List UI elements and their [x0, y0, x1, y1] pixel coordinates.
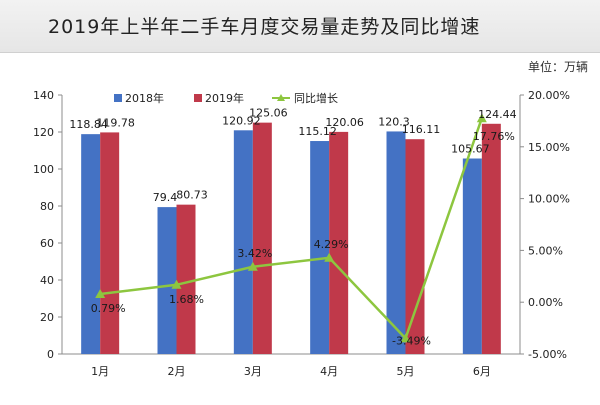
y-tick-label: 120 [33, 126, 54, 139]
y-tick-label: 0 [47, 348, 54, 361]
bar-label-2019: 119.78 [96, 116, 135, 129]
y2-tick-label: 5.00% [528, 244, 563, 257]
bar-2019 [100, 132, 120, 354]
growth-polyline [100, 117, 484, 341]
growth-label: 1.68% [169, 293, 204, 306]
bar-2019 [176, 204, 196, 354]
x-tick-label: 2月 [168, 365, 186, 378]
chart-title: 2019年上半年二手车月度交易量走势及同比增速 [48, 16, 481, 38]
legend-swatch [194, 94, 202, 102]
growth-label: -3.49% [392, 334, 431, 347]
legend-label: 同比增长 [294, 91, 338, 105]
bar-2018 [81, 134, 101, 354]
bar-2018 [386, 131, 406, 354]
y-tick-label: 60 [40, 237, 54, 250]
bars [81, 122, 501, 354]
legend-label: 2019年 [205, 91, 244, 105]
x-tick-label: 1月 [91, 365, 109, 378]
growth-point [324, 252, 335, 262]
x-tick-label: 4月 [320, 365, 338, 378]
bar-2019 [252, 122, 272, 354]
growth-point [171, 279, 182, 289]
growth-point [400, 333, 411, 343]
growth-label: 17.76% [473, 130, 515, 143]
bar-label-2018: 79.4 [153, 191, 178, 204]
growth-point [476, 113, 487, 123]
y-tick-label: 20 [40, 311, 54, 324]
x-tick-label: 5月 [397, 365, 415, 378]
bar-label-2018: 120.92 [222, 114, 261, 127]
y2-tick-label: 20.00% [528, 89, 570, 102]
growth-label: 3.42% [237, 247, 272, 260]
bar-label-2018: 120.3 [378, 115, 410, 128]
y2-tick-label: 0.00% [528, 296, 563, 309]
bar-label-2019: 80.73 [176, 189, 208, 202]
y-tick-label: 40 [40, 274, 54, 287]
axes: 0 20 40 60 80 100 120 140 -5.00% 0.00% 5.00% 10.00%… [33, 89, 570, 378]
growth-label: 4.29% [314, 238, 349, 251]
y-tick-label: 80 [40, 200, 54, 213]
bar-2019 [329, 131, 349, 354]
y2-tick-label: 15.00% [528, 141, 570, 154]
growth-label: 0.79% [91, 302, 126, 315]
legend-swatch [114, 94, 122, 102]
bar-label-2018: 118.84 [69, 118, 108, 131]
bar-2019 [405, 139, 425, 354]
bar-label-2019: 125.06 [249, 107, 288, 120]
bar-2018 [310, 141, 330, 354]
bar-2018 [462, 158, 482, 354]
bar-label-2019: 116.11 [402, 123, 441, 136]
growth-point [95, 289, 106, 299]
legend: 2018年 2019年 同比增长 [114, 91, 338, 105]
y2-tick-label: -5.00% [528, 348, 567, 361]
x-tick-label: 3月 [244, 365, 262, 378]
bar-label-2019: 124.44 [478, 108, 517, 121]
y-tick-label: 140 [33, 89, 54, 102]
bar-label-2018: 115.12 [298, 125, 337, 138]
bar-2018 [157, 207, 177, 354]
bar-2018 [233, 130, 253, 354]
y-tick-label: 100 [33, 163, 54, 176]
title-bar: 2019年上半年二手车月度交易量走势及同比增速 [0, 0, 600, 53]
growth-point [247, 261, 258, 271]
bar-label-2019: 120.06 [325, 116, 364, 129]
bar-2019 [481, 123, 501, 354]
growth-line [95, 113, 487, 343]
bar-label-2018: 105.67 [451, 143, 490, 156]
y2-tick-label: 10.00% [528, 193, 570, 206]
legend-label: 2018年 [125, 91, 164, 105]
unit-label: 单位：万辆 [527, 60, 588, 74]
legend-marker [277, 94, 285, 101]
x-tick-label: 6月 [473, 365, 491, 378]
